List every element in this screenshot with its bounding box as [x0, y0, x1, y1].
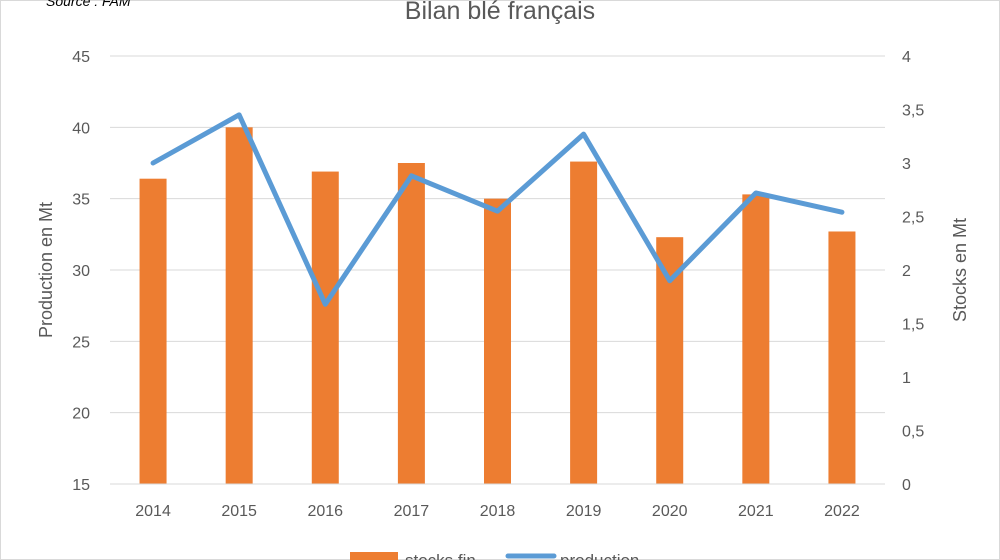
bar	[828, 231, 856, 484]
x-tick-label: 2022	[824, 503, 860, 520]
y2-tick-label: 1,5	[902, 317, 924, 334]
y-tick-label: 20	[72, 406, 90, 423]
y-tick-label: 30	[72, 263, 90, 280]
y2-tick-label: 2	[902, 263, 911, 280]
y-tick-label: 25	[72, 334, 90, 351]
y2-tick-label: 4	[902, 49, 911, 66]
bar	[742, 194, 770, 485]
y-tick-label: 35	[72, 192, 90, 209]
legend-swatch-stocks	[350, 552, 398, 560]
series-line-production	[150, 112, 845, 307]
source-note: Source : FAM	[46, 0, 131, 9]
x-tick-label: 2021	[738, 503, 774, 520]
x-tick-label: 2015	[221, 503, 257, 520]
y2-tick-label: 3	[902, 156, 911, 173]
y-tick-label: 15	[72, 477, 90, 494]
bar	[484, 198, 511, 484]
bar	[139, 178, 167, 484]
legend-label-production: production	[560, 551, 639, 560]
x-tick-label: 2018	[480, 503, 516, 520]
chart-title: Bilan blé français	[405, 0, 595, 25]
y-tick-label: 45	[72, 49, 90, 66]
x-tick-label: 2014	[135, 503, 171, 520]
y2-tick-label: 0,5	[902, 424, 924, 441]
y2-tick-label: 2,5	[902, 210, 924, 227]
y2-tick-label: 0	[902, 477, 911, 494]
y2-axis-title: Stocks en Mt	[950, 218, 970, 322]
y-axis-title: Production en Mt	[36, 202, 56, 338]
bar	[397, 163, 425, 484]
x-tick-label: 2019	[566, 503, 602, 520]
y-tick-label: 40	[72, 120, 90, 137]
x-tick-label: 2016	[307, 503, 343, 520]
legend-label-stocks: stocks fin	[405, 551, 476, 560]
x-tick-label: 2020	[652, 503, 688, 520]
y2-tick-label: 3,5	[902, 103, 924, 120]
bar	[225, 127, 253, 484]
y2-tick-label: 1	[902, 370, 911, 387]
bar	[570, 161, 598, 484]
bar	[311, 171, 339, 484]
x-tick-label: 2017	[394, 503, 430, 520]
